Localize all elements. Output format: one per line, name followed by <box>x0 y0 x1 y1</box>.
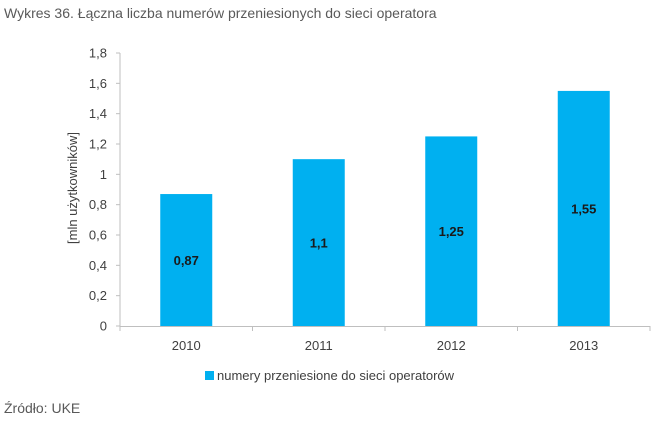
y-tick-label: 0,4 <box>89 258 107 273</box>
y-tick-label: 0,8 <box>89 197 107 212</box>
x-tick-label: 2011 <box>305 338 333 353</box>
y-axis-ticks: 0 0,2 0,4 0,6 0,8 1 1,2 1,4 1,6 1,8 <box>89 46 121 334</box>
y-tick-label: 0 <box>100 319 107 334</box>
bar-2010 <box>160 194 213 326</box>
data-label-2010: 0,87 <box>174 253 199 268</box>
y-tick-label: 0,6 <box>89 228 107 243</box>
legend-label: numery przeniesione do sieci operatorów <box>217 368 455 383</box>
y-tick-label: 1,4 <box>89 106 107 121</box>
y-tick-label: 1,2 <box>89 137 107 152</box>
bar-2011 <box>292 159 345 326</box>
bars: 0,87 1,1 1,25 1,55 <box>160 90 610 327</box>
y-tick-label: 0,2 <box>89 288 107 303</box>
y-tick-label: 1,8 <box>89 46 107 61</box>
data-label-2013: 1,55 <box>571 201 596 216</box>
x-axis <box>119 326 651 331</box>
legend-swatch <box>205 371 214 380</box>
y-tick-label: 1,6 <box>89 76 107 91</box>
x-tick-label: 2010 <box>172 338 201 353</box>
bar-2012 <box>425 136 478 326</box>
x-tick-label: 2012 <box>437 338 466 353</box>
x-tick-label: 2013 <box>569 338 598 353</box>
x-tick-labels: 2010 2011 2012 2013 <box>172 338 598 353</box>
bar-2013 <box>557 90 610 327</box>
source-note: Źródło: UKE <box>4 400 81 416</box>
y-axis-title: [mln użytkowników] <box>65 132 80 244</box>
chart-title: Wykres 36. Łączna liczba numerów przenie… <box>4 5 437 21</box>
data-label-2012: 1,25 <box>439 224 464 239</box>
legend: numery przeniesione do sieci operatorów <box>205 368 455 383</box>
data-label-2011: 1,1 <box>310 236 328 251</box>
y-tick-label: 1 <box>100 167 107 182</box>
